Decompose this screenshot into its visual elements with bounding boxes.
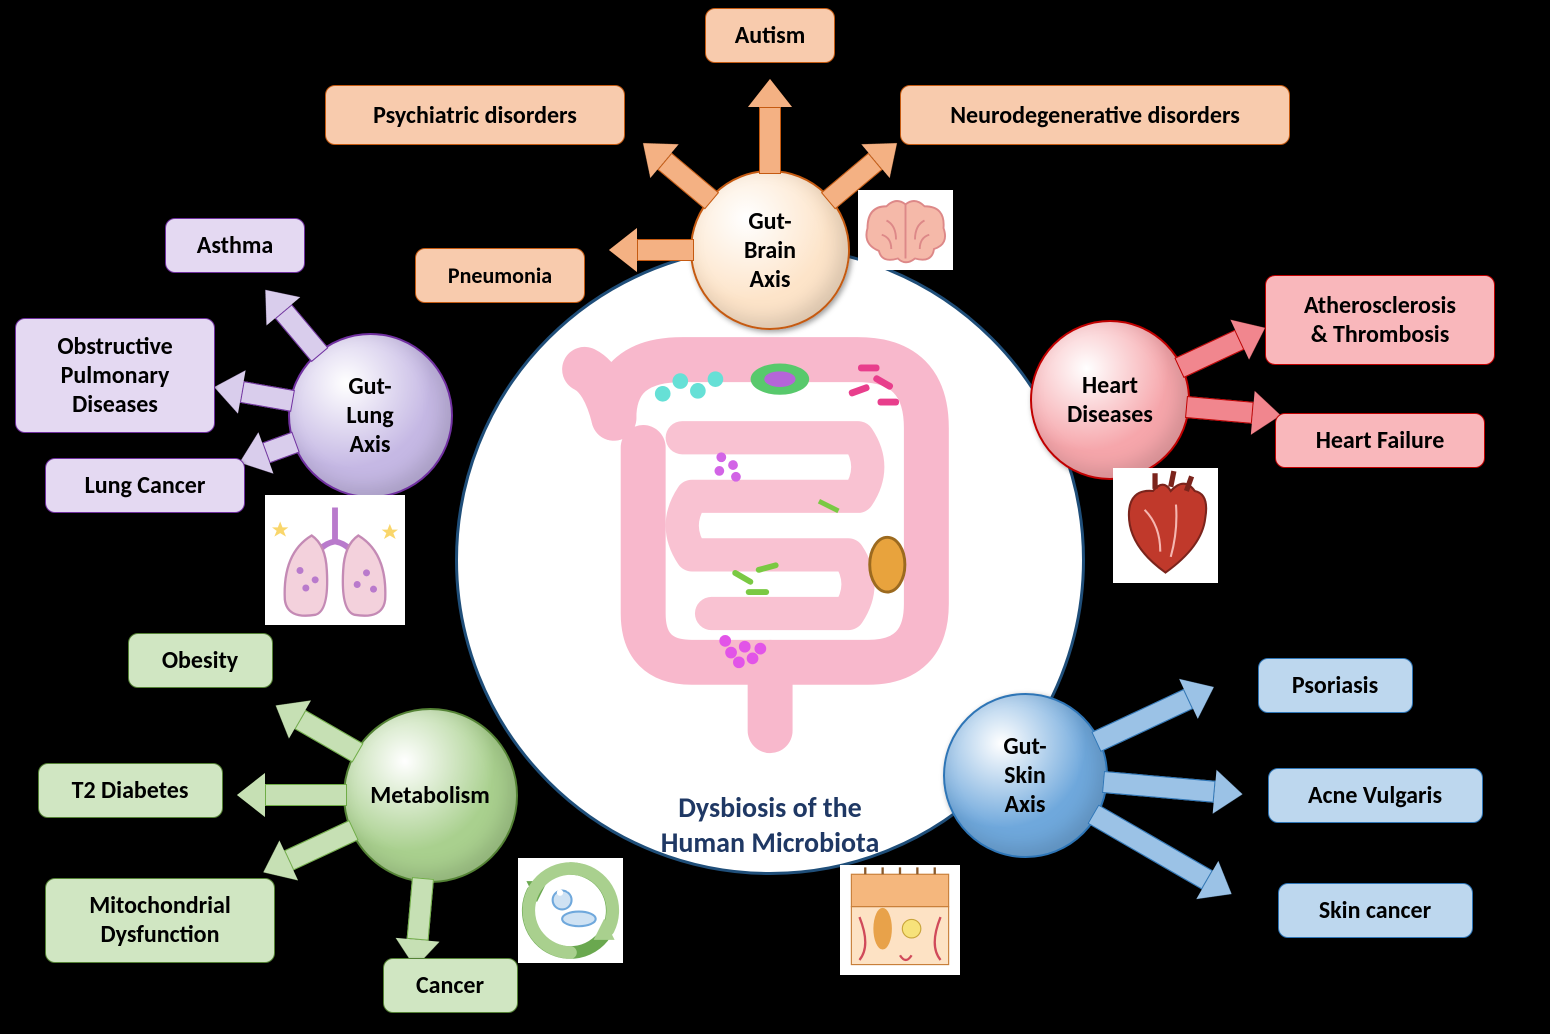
skin-icon — [840, 865, 960, 975]
condition-box: Acne Vulgaris — [1268, 768, 1483, 823]
condition-box: Psychiatric disorders — [325, 85, 625, 145]
condition-box: Pneumonia — [415, 248, 585, 303]
condition-box: Mitochondrial Dysfunction — [45, 878, 275, 963]
hub-heart: Heart Diseases — [1030, 320, 1190, 480]
condition-box: Skin cancer — [1278, 883, 1473, 938]
condition-box: Psoriasis — [1258, 658, 1413, 713]
condition-box: Atherosclerosis & Thrombosis — [1265, 275, 1495, 365]
heart-icon — [1113, 468, 1218, 583]
brain-icon — [858, 190, 953, 270]
condition-box: Asthma — [165, 218, 305, 273]
condition-box: T2 Diabetes — [38, 763, 223, 818]
condition-box: Neurodegenerative disorders — [900, 85, 1290, 145]
gut-illustration — [526, 307, 1014, 764]
hub-skin: Gut- Skin Axis — [943, 693, 1108, 858]
condition-box: Lung Cancer — [45, 458, 245, 513]
cycle-icon — [518, 858, 623, 963]
condition-box: Autism — [705, 8, 835, 63]
infographic-canvas: Dysbiosis of the Human Microbiota Gut- B… — [0, 0, 1550, 1034]
hub-metab: Metabolism — [343, 708, 518, 883]
lungs-icon — [265, 495, 405, 625]
condition-box: Cancer — [383, 958, 518, 1013]
condition-box: Obesity — [128, 633, 273, 688]
condition-box: Heart Failure — [1275, 413, 1485, 468]
condition-box: Obstructive Pulmonary Diseases — [15, 318, 215, 433]
centre-title: Dysbiosis of the Human Microbiota — [590, 790, 950, 860]
